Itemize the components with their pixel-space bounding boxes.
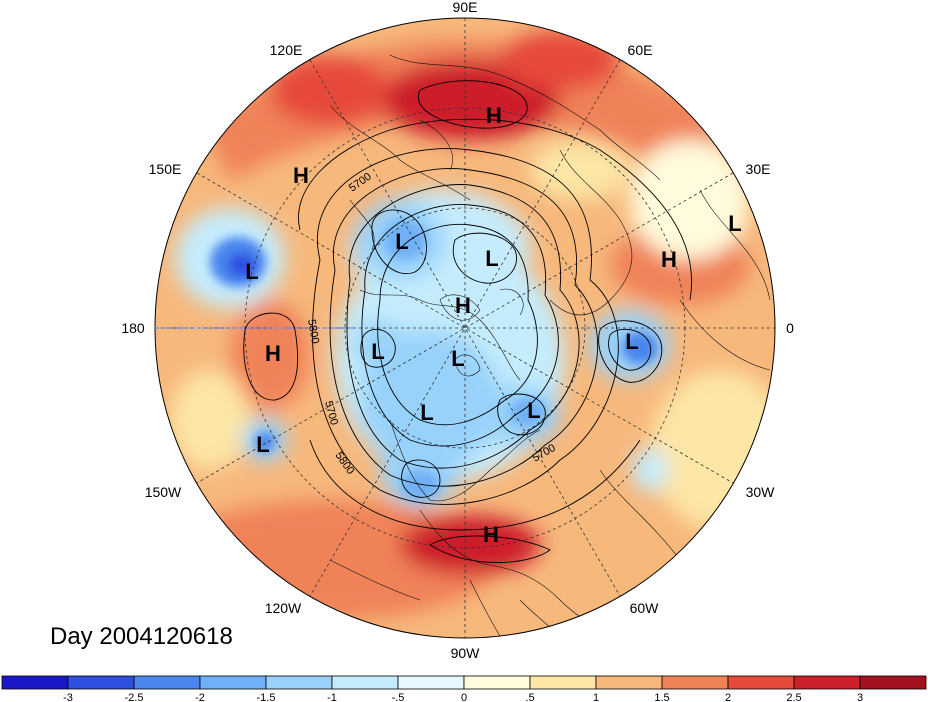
pressure-center-l: L [395, 229, 408, 254]
colorbar-swatch [793, 675, 861, 690]
lon-label-180: 180 [121, 320, 145, 336]
colorbar-label: -1.5 [257, 692, 276, 702]
colorbar-swatch [595, 675, 663, 690]
colorbar-swatch [1, 675, 69, 690]
lon-label-90w: 90W [451, 645, 481, 661]
pressure-center-h: H [265, 341, 281, 366]
colorbar-label: .5 [525, 692, 534, 702]
lon-label-30w: 30W [746, 484, 776, 500]
pressure-center-h: H [486, 103, 502, 128]
colorbar-swatch [133, 675, 201, 690]
lon-label-0: 0 [786, 320, 794, 336]
colorbar-label: -2 [195, 692, 205, 702]
lon-label-90e: 90E [453, 0, 478, 15]
colorbar-swatch [859, 675, 927, 690]
colorbar-label: 2.5 [786, 692, 801, 702]
pressure-center-l: L [728, 211, 741, 236]
colorbar-swatch [265, 675, 333, 690]
pressure-center-l: L [485, 246, 498, 271]
lon-label-60w: 60W [630, 600, 660, 616]
lon-label-120w: 120W [265, 600, 302, 616]
colorbar-label: 1 [593, 692, 599, 702]
lon-label-30e: 30E [746, 161, 771, 177]
colorbar-swatch [331, 675, 399, 690]
colorbar-swatch [67, 675, 135, 690]
graticule [155, 18, 775, 638]
anomaly-field [155, 18, 775, 638]
colorbar-label: -2.5 [125, 692, 144, 702]
colorbar-swatch [199, 675, 267, 690]
contour-label: 5800 [305, 318, 321, 344]
pressure-center-l: L [245, 259, 258, 284]
colorbar-label: 2 [725, 692, 731, 702]
pressure-centers: H H L H L L L H H L L L L L L H [245, 103, 741, 547]
colorbar-swatch [727, 675, 795, 690]
colorbar-swatch [529, 675, 597, 690]
colorbar-swatch [463, 675, 531, 690]
pressure-center-h: H [455, 293, 471, 318]
lon-label-60e: 60E [628, 42, 653, 58]
colorbar-label: -.5 [392, 692, 405, 702]
pressure-center-l: L [256, 432, 269, 457]
colorbar-label: -3 [63, 692, 73, 702]
map-title: Day 2004120618 [50, 623, 233, 650]
pressure-center-l: L [527, 398, 540, 423]
colorbar-swatch [397, 675, 465, 690]
pressure-center-l: L [451, 346, 464, 371]
colorbar: -3 -2.5 -2 -1.5 -1 -.5 0 .5 1 1.5 2 2.5 3 [1, 675, 927, 702]
lon-label-150e: 150E [149, 161, 182, 177]
colorbar-swatch [661, 675, 729, 690]
longitude-labels: 90E 120E 60E 150E 30E 180 0 150W 30W 120… [121, 0, 794, 661]
pressure-center-h: H [661, 247, 677, 272]
pressure-center-h: H [483, 522, 499, 547]
pressure-center-l: L [420, 400, 433, 425]
lon-label-150w: 150W [145, 484, 182, 500]
colorbar-label: 0 [461, 692, 467, 702]
pressure-center-l: L [625, 329, 638, 354]
colorbar-label: 1.5 [654, 692, 669, 702]
colorbar-label: -1 [327, 692, 337, 702]
colorbar-label: 3 [857, 692, 863, 702]
pressure-center-h: H [293, 163, 309, 188]
lon-label-120e: 120E [270, 42, 303, 58]
pressure-center-l: L [371, 339, 384, 364]
